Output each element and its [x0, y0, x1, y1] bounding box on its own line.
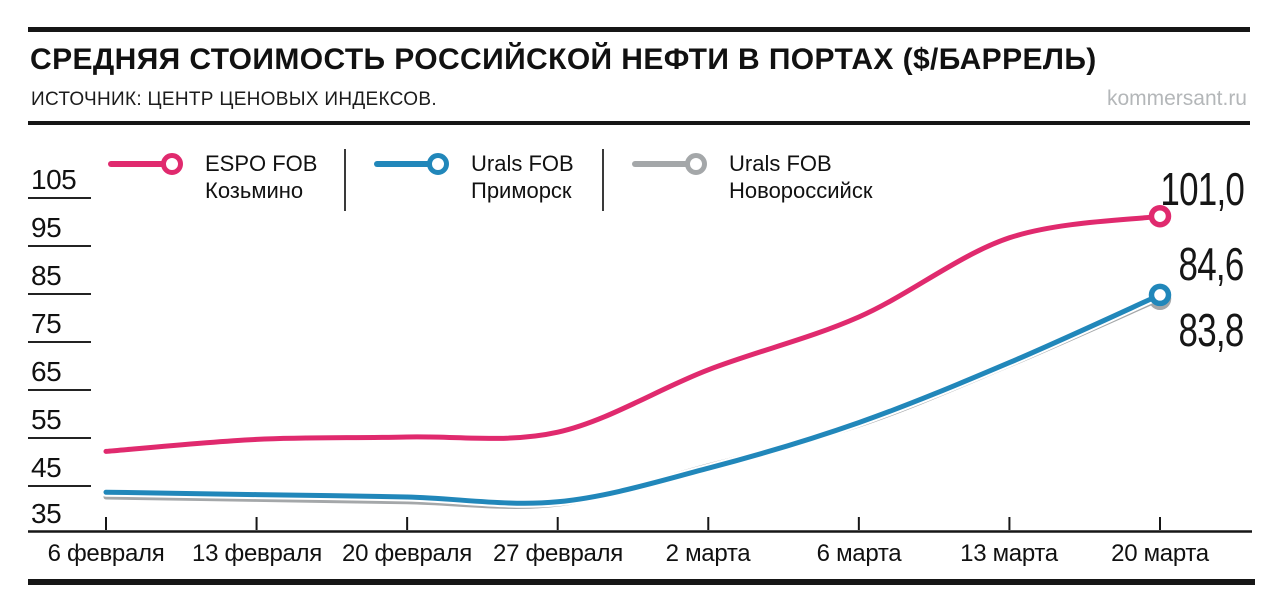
y-tick-line	[28, 245, 91, 247]
y-tick-line	[28, 437, 91, 439]
urals-novorossiysk-series-name: Urals FOB	[729, 151, 832, 176]
legend-item-urals-novorossiysk: Urals FOB Новороссийск	[632, 150, 872, 204]
urals-primorsk-series-port: Приморск	[471, 178, 572, 203]
x-axis-label: 6 февраля	[47, 540, 165, 567]
espo-legend-label: ESPO FOB Козьмино	[205, 150, 317, 204]
urals-primorsk-series-name: Urals FOB	[471, 151, 574, 176]
y-tick-line	[28, 293, 91, 295]
x-axis-label: 13 марта	[960, 540, 1058, 567]
urals-primorsk-line-swatch	[374, 161, 436, 167]
y-axis-label: 35	[31, 498, 62, 529]
x-axis-label: 20 февраля	[342, 540, 472, 567]
chart-title: СРЕДНЯЯ СТОИМОСТЬ РОССИЙСКОЙ НЕФТИ В ПОР…	[30, 43, 1097, 76]
y-axis-label: 95	[31, 212, 62, 243]
espo-series-name: ESPO FOB	[205, 151, 318, 176]
y-tick-line	[28, 341, 91, 343]
espo-line-swatch	[108, 161, 170, 167]
espo-series-port: Козьмино	[205, 178, 304, 203]
y-tick-line	[28, 197, 91, 199]
mid-rule	[28, 121, 1250, 125]
y-tick-line	[28, 485, 91, 487]
x-axis-label: 20 марта	[1111, 540, 1209, 567]
urals-novorossiysk-series-port: Новороссийск	[729, 178, 873, 203]
urals-novorossiysk-line-casing	[101, 294, 1165, 511]
end-value-urals-novorossiysk: 83,8	[1178, 304, 1245, 356]
espo-kozmino-line-casing	[101, 211, 1165, 456]
legend-item-urals-primorsk: Urals FOB Приморск	[374, 150, 574, 204]
y-axis-label: 105	[31, 164, 77, 195]
y-axis-label: 75	[31, 308, 62, 339]
espo-marker-icon	[161, 153, 183, 175]
espo-kozmino-line	[103, 213, 1163, 454]
y-tick-line	[28, 389, 91, 391]
espo-legend-swatch	[108, 153, 183, 175]
kommersant-watermark: kommersant.ru	[1106, 87, 1247, 110]
urals-novorossiysk-end-marker-icon	[1148, 287, 1172, 311]
bottom-rule	[28, 579, 1255, 585]
urals-novorossiysk-legend-label: Urals FOB Новороссийск	[729, 150, 872, 204]
x-axis-label: 13 февраля	[192, 540, 322, 567]
legend-separator	[344, 149, 346, 211]
urals-primorsk-line-casing	[101, 290, 1165, 508]
x-axis-label: 6 марта	[816, 540, 902, 567]
urals-primorsk-end-marker-icon	[1148, 283, 1172, 307]
urals-primorsk-legend-label: Urals FOB Приморск	[471, 150, 574, 204]
x-axis-label: 2 марта	[665, 540, 751, 567]
y-axis-label: 45	[31, 452, 62, 483]
legend-item-espo: ESPO FOB Козьмино	[108, 150, 317, 204]
urals-novorossiysk-marker-icon	[685, 153, 707, 175]
x-axis-label: 27 февраля	[493, 540, 623, 567]
source-label: ИСТОЧНИК: ЦЕНТР ЦЕНОВЫХ ИНДЕКСОВ.	[31, 89, 437, 110]
urals-novorossiysk-line	[103, 296, 1163, 509]
legend-separator	[602, 149, 604, 211]
urals-primorsk-marker-icon	[427, 153, 449, 175]
end-value-urals-primorsk: 84,6	[1178, 238, 1245, 290]
urals-primorsk-line	[103, 292, 1163, 506]
urals-primorsk-legend-swatch	[374, 153, 449, 175]
end-value-espo: 101,0	[1160, 163, 1244, 215]
y-axis-label: 85	[31, 260, 62, 291]
y-axis-label: 65	[31, 356, 62, 387]
urals-novorossiysk-legend-swatch	[632, 153, 707, 175]
y-axis-label: 55	[31, 404, 62, 435]
top-rule	[28, 27, 1250, 32]
urals-novorossiysk-line-swatch	[632, 161, 694, 167]
